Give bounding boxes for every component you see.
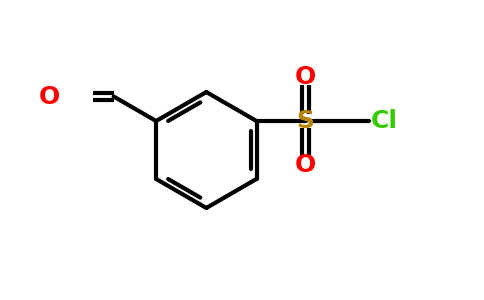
Text: O: O xyxy=(295,65,316,89)
Text: S: S xyxy=(297,109,315,133)
Text: Cl: Cl xyxy=(371,109,398,133)
Text: O: O xyxy=(295,153,316,177)
Text: O: O xyxy=(39,85,60,109)
